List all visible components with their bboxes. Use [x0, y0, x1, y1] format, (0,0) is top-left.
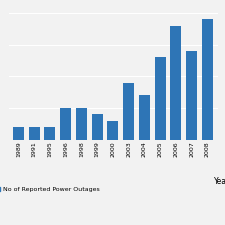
Bar: [76, 108, 87, 140]
Bar: [155, 57, 166, 140]
Bar: [123, 83, 134, 140]
Bar: [44, 127, 55, 140]
X-axis label: Year: Year: [214, 177, 225, 186]
Bar: [170, 26, 181, 140]
Bar: [60, 108, 71, 140]
Bar: [139, 95, 150, 140]
Bar: [202, 19, 213, 140]
Legend: No of Reported Power Outages: No of Reported Power Outages: [0, 187, 100, 192]
Bar: [13, 127, 24, 140]
Bar: [92, 114, 103, 140]
Bar: [107, 121, 118, 140]
Bar: [186, 51, 197, 140]
Bar: [29, 127, 40, 140]
